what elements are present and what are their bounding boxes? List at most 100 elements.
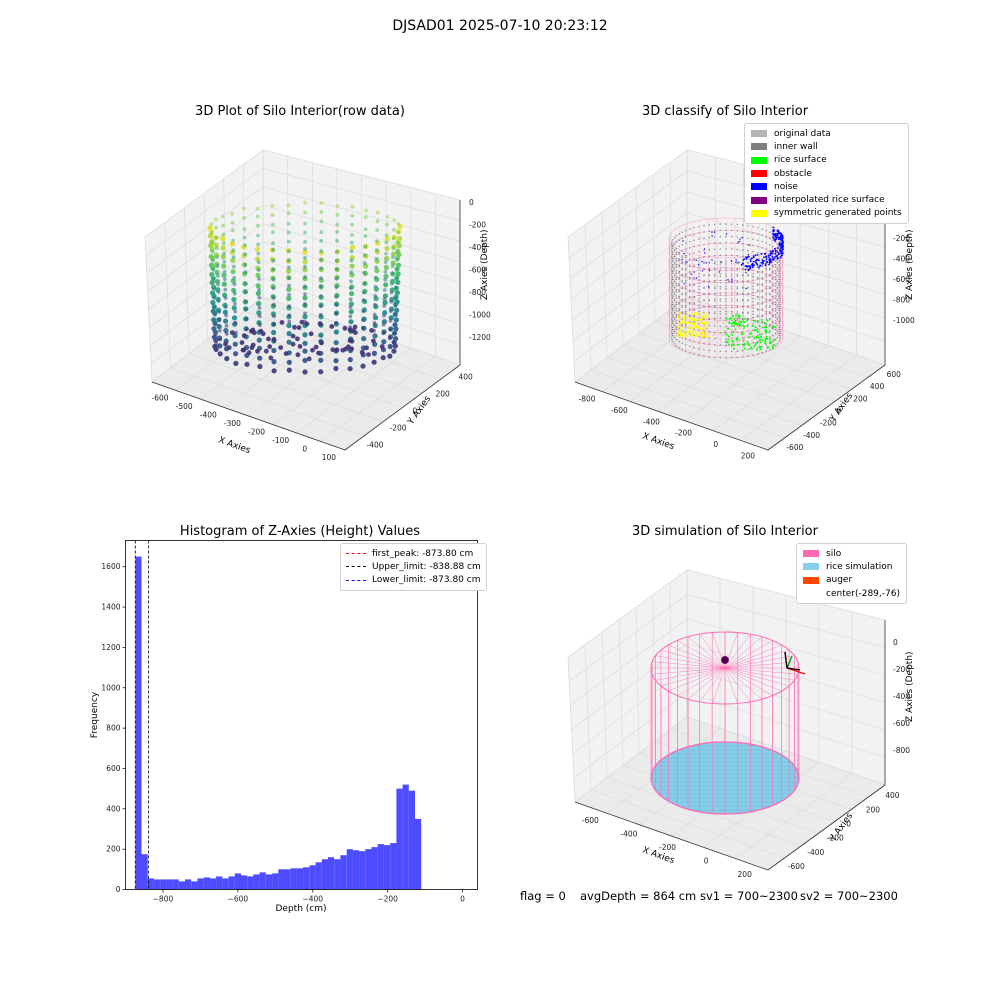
inner-wall-point [731,229,733,232]
inner-wall-point [772,315,774,318]
inner-wall-point [675,247,678,250]
inner-wall-point [681,255,683,257]
symmetric-point [706,314,709,317]
inner-wall-point [714,305,716,307]
data-point [292,324,297,330]
inner-wall-point [778,282,780,285]
data-point [260,331,266,337]
noise-point [745,271,747,274]
data-point [392,322,397,327]
inner-wall-point [747,262,749,264]
symmetric-point [677,335,680,338]
inner-wall-point [719,331,721,334]
legend-label: Lower_limit: -873.80 cm [372,575,481,586]
inner-wall-point [747,305,749,307]
data-point [348,305,353,310]
original-point [740,330,743,333]
inner-wall-point [703,281,705,283]
panel3-legend: first_peak: -873.80 cm Upper_limit: -838.… [340,543,487,591]
data-point [381,313,386,318]
inner-wall-point [747,237,749,239]
noise-point [774,256,776,258]
data-point [391,251,397,257]
panel4-z-tick: -800 [893,746,910,755]
symmetric-point [678,329,681,332]
data-point [390,264,395,269]
inner-wall-point [765,311,767,313]
inner-wall-point [772,334,774,336]
data-point [394,266,399,271]
inner-wall-point [736,305,738,307]
inner-wall-point [693,315,695,318]
data-point [319,238,324,243]
inner-wall-point [736,230,738,232]
inner-wall-point [708,318,710,320]
x-tick-label: −800 [153,895,174,904]
rice-surface-point [756,320,759,322]
inner-wall-point [774,326,777,328]
inner-wall-point [714,236,716,238]
inner-wall-point [776,337,779,339]
y-tick-label: 0 [116,885,121,894]
inner-wall-point [678,245,680,248]
panel2-z-tick: -1000 [893,316,915,325]
inner-wall-point [761,322,763,324]
noise-point [759,265,761,267]
inner-wall-point [757,283,759,285]
inner-wall-point [779,322,781,324]
data-point [347,357,353,363]
data-point [256,233,260,238]
inner-wall-point [703,237,705,239]
inner-wall-point [779,278,781,281]
symmetric-point [684,318,686,321]
inner-wall-point [774,257,777,260]
inner-wall-point [747,280,749,282]
rice-surface-point [743,325,746,328]
inner-wall-point [693,290,695,293]
inner-wall-point [685,279,687,282]
data-point [333,365,339,372]
rice-surface-point [737,343,740,346]
inner-wall-point [757,314,759,316]
noise-point [754,254,757,257]
inner-wall-point [675,276,678,278]
noise-point [737,241,739,243]
inner-wall-point [693,328,695,330]
inner-wall-point [689,272,691,274]
data-point [243,270,248,274]
data-point [255,290,261,296]
silo-roof-strut [724,636,763,669]
data-point [233,320,238,325]
data-point [387,336,392,341]
rice-surface-point [742,344,745,347]
original-point [713,321,716,324]
inner-wall-point [678,284,680,286]
x-axis-line [574,801,769,871]
y-tick-label: 600 [106,764,121,773]
inner-wall-point [678,347,680,349]
data-point [319,276,323,280]
data-point [242,206,246,211]
inner-wall-point [757,239,759,241]
symmetric-point [691,327,694,330]
inner-wall-point [761,297,763,299]
data-point [256,251,261,256]
inner-wall-point [736,356,738,358]
symmetric-point [683,331,686,334]
panel2-y-tick: 0 [837,407,842,416]
data-point [348,309,354,315]
data-point [383,264,389,270]
inner-wall-point [708,349,710,352]
inner-wall-point [719,275,721,278]
inner-wall-point [765,248,767,251]
inner-wall-point [736,280,738,282]
data-point [232,291,237,296]
silo-roof-strut [677,667,726,696]
inner-wall-point [769,286,771,288]
inner-wall-point [719,229,721,232]
panel2-x-tick: -200 [675,429,692,438]
inner-wall-point [736,269,738,271]
inner-wall-point [708,299,710,301]
panel2-y-tick: 600 [887,370,902,379]
panel2-xlabel: X Axies [641,431,676,452]
